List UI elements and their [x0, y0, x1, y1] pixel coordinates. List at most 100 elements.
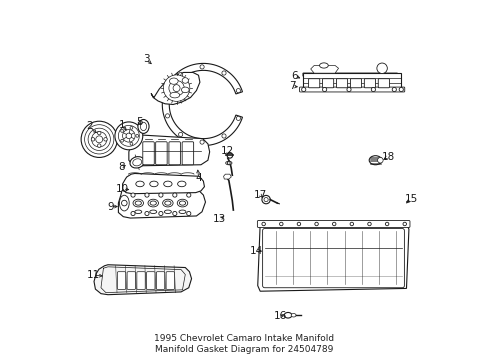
Circle shape — [118, 125, 139, 146]
FancyBboxPatch shape — [155, 142, 167, 165]
Circle shape — [159, 211, 163, 216]
Circle shape — [144, 211, 149, 216]
Ellipse shape — [169, 78, 178, 84]
Polygon shape — [310, 66, 338, 73]
Ellipse shape — [135, 201, 141, 205]
Text: 2: 2 — [86, 121, 93, 131]
Circle shape — [222, 134, 225, 138]
FancyBboxPatch shape — [262, 229, 404, 288]
FancyBboxPatch shape — [182, 142, 193, 165]
Circle shape — [115, 122, 142, 150]
Circle shape — [398, 87, 403, 91]
Polygon shape — [94, 265, 191, 295]
Circle shape — [178, 72, 183, 77]
Ellipse shape — [163, 199, 173, 207]
Circle shape — [346, 87, 350, 91]
Circle shape — [402, 222, 406, 226]
Ellipse shape — [133, 199, 143, 207]
Circle shape — [236, 116, 240, 121]
Ellipse shape — [130, 157, 144, 168]
Circle shape — [122, 130, 135, 142]
FancyBboxPatch shape — [166, 272, 174, 289]
Circle shape — [200, 140, 204, 144]
Text: 4: 4 — [195, 173, 202, 183]
Text: 16: 16 — [273, 311, 286, 321]
Circle shape — [200, 65, 204, 69]
Text: 9: 9 — [107, 202, 114, 212]
Polygon shape — [128, 135, 209, 166]
Circle shape — [121, 130, 123, 132]
Circle shape — [159, 193, 163, 197]
Circle shape — [96, 136, 102, 143]
Ellipse shape — [179, 210, 185, 213]
Ellipse shape — [136, 181, 144, 187]
Text: 8: 8 — [118, 162, 125, 171]
Polygon shape — [303, 88, 401, 91]
FancyBboxPatch shape — [117, 272, 125, 289]
Text: 1: 1 — [118, 120, 125, 130]
Circle shape — [222, 71, 225, 75]
Circle shape — [236, 89, 240, 93]
Polygon shape — [151, 72, 200, 104]
FancyBboxPatch shape — [308, 79, 319, 88]
Circle shape — [279, 222, 283, 226]
Text: 7: 7 — [289, 81, 295, 91]
Ellipse shape — [119, 195, 129, 211]
Circle shape — [131, 193, 135, 197]
FancyBboxPatch shape — [299, 87, 404, 92]
Text: 5: 5 — [136, 117, 142, 127]
Text: 1995 Chevrolet Camaro Intake Manifold
Manifold Gasket Diagram for 24504789: 1995 Chevrolet Camaro Intake Manifold Ma… — [154, 334, 334, 354]
Circle shape — [91, 138, 95, 141]
Circle shape — [88, 128, 110, 150]
FancyBboxPatch shape — [168, 142, 180, 165]
Circle shape — [172, 193, 177, 197]
Circle shape — [264, 198, 267, 202]
Circle shape — [322, 87, 326, 91]
Ellipse shape — [177, 199, 187, 207]
Text: 10: 10 — [116, 184, 129, 194]
Text: 18: 18 — [381, 152, 394, 162]
Polygon shape — [118, 188, 205, 218]
Polygon shape — [303, 73, 401, 79]
Text: 15: 15 — [404, 194, 417, 203]
Ellipse shape — [149, 181, 158, 187]
Circle shape — [332, 222, 335, 226]
Circle shape — [314, 222, 318, 226]
FancyBboxPatch shape — [350, 79, 361, 88]
Circle shape — [136, 134, 138, 137]
Ellipse shape — [150, 201, 156, 205]
Text: 13: 13 — [212, 215, 225, 224]
Polygon shape — [162, 63, 242, 145]
Circle shape — [186, 193, 190, 197]
Circle shape — [186, 211, 190, 216]
FancyBboxPatch shape — [336, 79, 347, 88]
Ellipse shape — [138, 120, 149, 134]
Ellipse shape — [164, 201, 171, 205]
Text: 11: 11 — [86, 270, 100, 280]
FancyBboxPatch shape — [364, 79, 375, 88]
FancyBboxPatch shape — [257, 220, 409, 228]
Ellipse shape — [284, 312, 291, 318]
Ellipse shape — [132, 159, 142, 166]
Ellipse shape — [149, 210, 156, 213]
FancyBboxPatch shape — [137, 272, 145, 289]
Circle shape — [391, 87, 396, 91]
Ellipse shape — [368, 156, 381, 165]
Circle shape — [262, 222, 265, 226]
FancyBboxPatch shape — [127, 272, 135, 289]
Circle shape — [178, 132, 183, 136]
Ellipse shape — [135, 210, 142, 213]
Text: 12: 12 — [221, 146, 234, 156]
Circle shape — [122, 200, 127, 206]
FancyBboxPatch shape — [142, 142, 154, 165]
Circle shape — [226, 153, 232, 158]
Circle shape — [262, 195, 270, 204]
Polygon shape — [223, 174, 231, 179]
Ellipse shape — [181, 87, 189, 93]
Circle shape — [376, 63, 386, 73]
Ellipse shape — [290, 314, 295, 317]
Circle shape — [121, 139, 123, 142]
Polygon shape — [122, 174, 204, 194]
Circle shape — [81, 121, 117, 157]
Circle shape — [370, 87, 375, 91]
